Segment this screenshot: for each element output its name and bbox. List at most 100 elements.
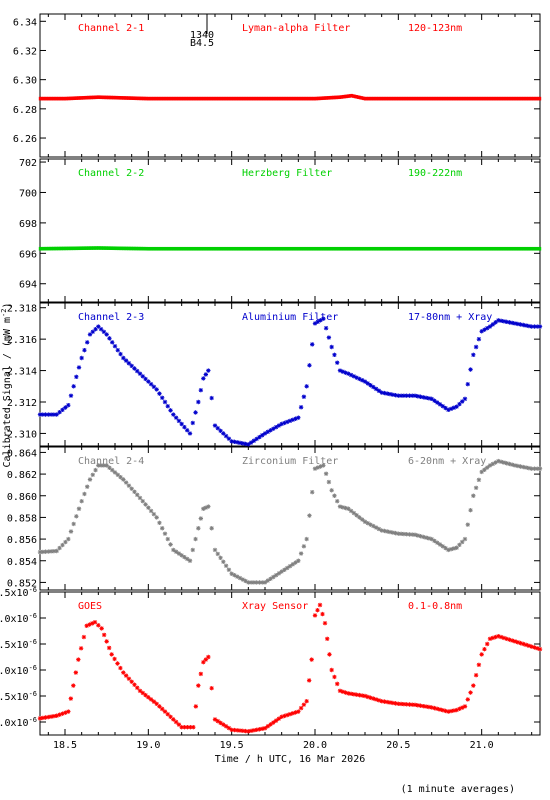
data-point	[429, 705, 434, 710]
data-point	[297, 96, 300, 101]
data-point	[327, 96, 330, 100]
data-point	[527, 246, 530, 251]
data-point	[462, 704, 468, 709]
data-point	[125, 96, 128, 100]
x-tick-label: 19.5	[220, 740, 244, 751]
data-point	[492, 246, 495, 251]
data-point	[40, 412, 45, 417]
data-point	[378, 96, 382, 101]
data-point	[410, 246, 413, 251]
data-point	[448, 406, 454, 412]
data-point	[325, 96, 328, 100]
data-point	[410, 532, 415, 537]
data-point	[143, 692, 148, 698]
data-point	[327, 246, 330, 251]
data-point	[257, 727, 262, 732]
data-point	[72, 96, 75, 101]
data-point	[532, 324, 537, 329]
data-point	[393, 701, 398, 706]
data-point	[379, 699, 384, 704]
data-point	[317, 246, 320, 251]
data-point	[85, 246, 88, 250]
data-point	[293, 710, 298, 715]
data-point	[182, 246, 185, 251]
data-point	[273, 718, 279, 723]
data-point	[143, 96, 147, 101]
data-point	[187, 246, 190, 251]
data-point	[158, 96, 162, 101]
data-point	[43, 246, 47, 251]
data-point	[53, 96, 57, 101]
data-point	[510, 638, 515, 643]
data-point	[307, 513, 312, 518]
data-point	[278, 246, 282, 251]
data-point	[282, 246, 285, 251]
data-point	[367, 246, 370, 251]
data-point	[63, 405, 68, 410]
data-point	[512, 463, 518, 468]
data-point	[338, 95, 342, 99]
data-point	[370, 96, 373, 101]
data-point	[57, 246, 60, 251]
data-point	[335, 95, 338, 100]
data-point	[132, 96, 135, 100]
data-point	[70, 96, 73, 101]
data-point	[238, 96, 242, 101]
data-point	[150, 246, 153, 251]
data-point	[535, 466, 540, 471]
data-point	[412, 702, 418, 708]
data-point	[225, 96, 228, 101]
data-point	[168, 246, 172, 251]
data-point	[167, 246, 170, 251]
data-point	[523, 246, 527, 251]
data-point	[373, 697, 379, 702]
y-tick-label: 6.5x10-6	[0, 586, 37, 599]
data-point	[404, 532, 409, 537]
data-point	[90, 472, 95, 478]
panel-filter-label: Zirconium Filter	[242, 456, 338, 467]
data-point	[243, 578, 248, 584]
data-point	[305, 96, 308, 101]
data-point	[445, 246, 448, 251]
data-point	[262, 726, 268, 731]
data-point	[252, 246, 255, 251]
data-point	[123, 246, 127, 251]
data-point	[365, 694, 370, 700]
data-point	[176, 418, 182, 424]
data-point	[520, 96, 523, 101]
data-point	[410, 96, 413, 101]
data-point	[257, 434, 262, 440]
data-point	[192, 96, 195, 101]
data-point	[279, 714, 284, 719]
data-point	[206, 504, 211, 509]
data-point	[304, 699, 309, 704]
data-point	[296, 558, 301, 563]
data-point	[371, 696, 376, 701]
data-point	[417, 96, 420, 101]
data-point	[293, 96, 297, 101]
data-point	[368, 246, 372, 251]
data-point	[254, 727, 259, 732]
data-point	[288, 246, 292, 251]
data-point	[332, 95, 335, 100]
data-point	[230, 246, 233, 251]
data-point	[223, 96, 227, 101]
x-tick-label: 20.5	[386, 740, 410, 751]
data-point	[415, 533, 420, 538]
data-point	[510, 96, 513, 101]
data-point	[515, 321, 520, 327]
data-point	[318, 96, 322, 101]
data-point	[332, 674, 337, 680]
data-point	[68, 696, 74, 701]
data-point	[487, 636, 493, 641]
data-point	[192, 246, 195, 251]
data-point	[193, 536, 198, 542]
data-point	[92, 95, 95, 100]
data-point	[196, 399, 201, 405]
data-point	[440, 544, 445, 549]
data-point	[362, 246, 365, 251]
data-point	[96, 324, 101, 329]
data-point	[171, 412, 176, 417]
data-point	[248, 580, 254, 585]
data-point	[185, 725, 190, 730]
